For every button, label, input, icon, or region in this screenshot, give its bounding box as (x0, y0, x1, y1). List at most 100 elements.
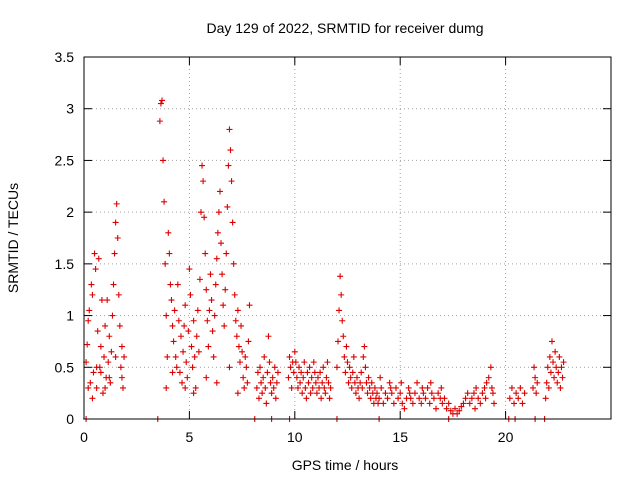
data-point (185, 328, 192, 335)
data-point (176, 369, 183, 376)
data-point (88, 281, 95, 288)
data-point (190, 317, 197, 324)
data-point (243, 364, 250, 371)
data-point (258, 379, 265, 386)
data-point (452, 405, 459, 412)
data-point (213, 379, 220, 386)
data-point (89, 291, 96, 298)
data-point (263, 400, 270, 407)
y-tick-label: 3 (66, 101, 74, 117)
data-point (344, 359, 351, 366)
data-point (158, 97, 165, 104)
data-point (189, 364, 196, 371)
data-point (311, 369, 318, 376)
data-point (447, 407, 454, 414)
data-point (188, 343, 195, 350)
data-point (264, 369, 271, 376)
data-point (299, 390, 306, 397)
data-point (115, 291, 122, 298)
data-point (358, 369, 365, 376)
data-point (192, 384, 199, 391)
data-point (558, 364, 565, 371)
data-point (384, 395, 391, 402)
data-point (300, 374, 307, 381)
data-point (303, 395, 310, 402)
data-point (238, 322, 245, 329)
data-point (521, 390, 528, 397)
data-point (156, 118, 163, 125)
data-point (475, 395, 482, 402)
data-point (477, 400, 484, 407)
data-point (262, 384, 269, 391)
y-tick-label: 1.5 (55, 256, 75, 272)
y-tick-label: 0.5 (55, 359, 75, 375)
data-point (290, 369, 297, 376)
data-point (164, 353, 171, 360)
data-point (368, 379, 375, 386)
data-point (211, 312, 218, 319)
data-point (177, 333, 184, 340)
data-point (113, 200, 120, 207)
data-point (345, 379, 352, 386)
data-point (242, 353, 249, 360)
data-point (110, 281, 117, 288)
data-point (560, 359, 567, 366)
data-point (472, 405, 479, 412)
data-point (119, 384, 126, 391)
data-point (416, 395, 423, 402)
data-point (207, 271, 214, 278)
data-point (392, 384, 399, 391)
data-point (304, 369, 311, 376)
data-point (323, 374, 330, 381)
data-point (298, 369, 305, 376)
x-axis-label: GPS time / hours (292, 457, 399, 473)
data-point (348, 384, 355, 391)
data-point (515, 395, 522, 402)
data-point (337, 273, 344, 280)
data-point (213, 255, 220, 262)
data-point (390, 400, 397, 407)
data-point (382, 390, 389, 397)
data-point (93, 364, 100, 371)
data-point (231, 291, 238, 298)
data-point (427, 379, 434, 386)
data-point (428, 390, 435, 397)
data-point (441, 395, 448, 402)
data-point (296, 364, 303, 371)
data-point (308, 374, 315, 381)
data-point (223, 250, 230, 257)
data-point (552, 348, 559, 355)
data-point (473, 384, 480, 391)
data-point (221, 322, 228, 329)
y-tick-label: 0 (66, 411, 74, 427)
data-point (511, 400, 518, 407)
data-point (195, 348, 202, 355)
data-point (202, 250, 209, 257)
data-point (84, 341, 91, 348)
data-point (227, 147, 234, 154)
data-point (92, 266, 99, 273)
data-point (456, 407, 463, 414)
data-point (443, 405, 450, 412)
data-point (241, 384, 248, 391)
data-point (481, 384, 488, 391)
data-point (225, 162, 232, 169)
data-point (324, 359, 331, 366)
data-point (245, 338, 252, 345)
data-point (356, 395, 363, 402)
data-point (307, 390, 314, 397)
data-point (109, 312, 116, 319)
data-point (438, 384, 445, 391)
data-point (214, 229, 221, 236)
data-point (224, 203, 231, 210)
data-point (181, 322, 188, 329)
data-point (86, 307, 93, 314)
data-point (309, 384, 316, 391)
data-point (350, 353, 357, 360)
data-point (271, 364, 278, 371)
data-point (297, 379, 304, 386)
data-point (336, 307, 343, 314)
data-point (94, 328, 101, 335)
data-point (517, 384, 524, 391)
data-point (172, 353, 179, 360)
